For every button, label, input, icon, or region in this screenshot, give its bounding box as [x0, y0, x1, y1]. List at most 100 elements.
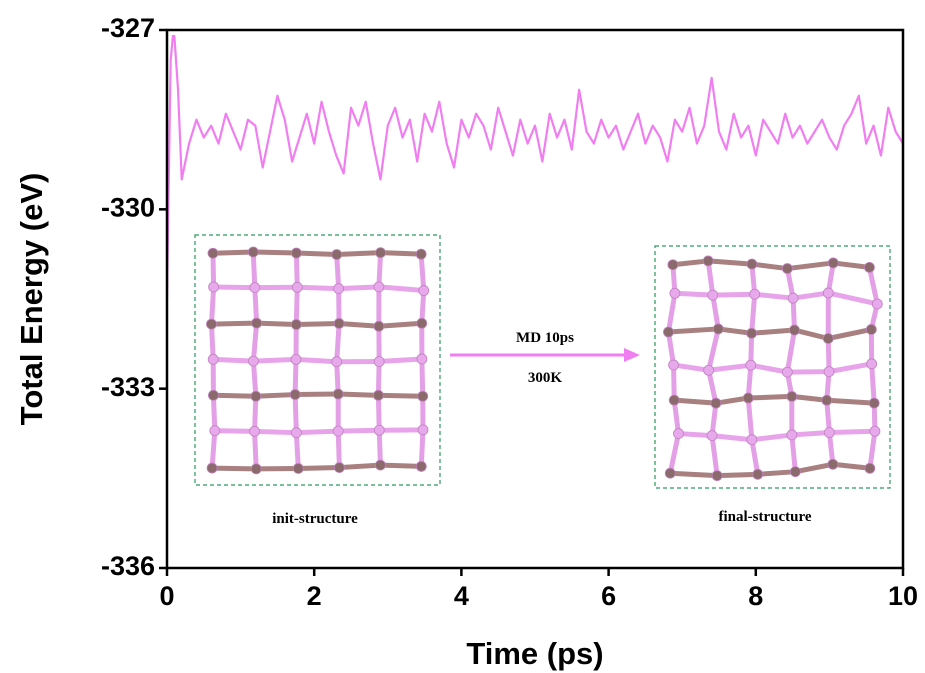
atom: [416, 353, 428, 365]
bond: [208, 323, 216, 360]
atom: [865, 324, 877, 335]
bond: [791, 430, 830, 438]
atom: [866, 358, 878, 370]
bond: [419, 358, 426, 397]
atom: [372, 389, 384, 401]
bond: [745, 365, 754, 399]
bond: [751, 327, 795, 336]
y-axis-label: Total Energy (eV): [14, 173, 49, 426]
bond: [250, 322, 260, 362]
atom: [668, 359, 679, 371]
atom: [331, 356, 343, 368]
bond: [665, 331, 677, 366]
bond: [338, 391, 379, 398]
atom: [871, 298, 883, 310]
bond: [250, 251, 258, 288]
bond: [296, 250, 337, 258]
atom: [827, 257, 839, 269]
atom: [373, 281, 385, 293]
bond: [751, 432, 793, 443]
bond: [784, 329, 797, 373]
annotation: 300K: [528, 370, 563, 386]
atom: [206, 462, 218, 474]
annotation: MD 10ps: [516, 330, 574, 346]
atom: [251, 317, 263, 329]
bond: [253, 249, 297, 256]
atom: [290, 427, 302, 439]
atom: [248, 355, 259, 367]
atom: [668, 394, 680, 406]
atom: [333, 318, 345, 329]
bond: [376, 252, 384, 287]
bond: [254, 428, 297, 436]
bond: [748, 393, 792, 401]
bond: [213, 392, 256, 399]
atom: [290, 247, 302, 259]
atom: [706, 430, 718, 442]
atom: [869, 425, 881, 437]
bond: [674, 397, 717, 406]
atom: [745, 359, 757, 371]
bond: [336, 250, 381, 258]
bond: [749, 294, 758, 334]
bond: [208, 286, 217, 325]
bond: [210, 395, 218, 431]
atom: [864, 261, 875, 273]
atom: [868, 397, 880, 409]
atom: [208, 281, 220, 293]
atom: [373, 356, 385, 367]
atom: [373, 320, 385, 332]
y-tick-label: -333: [101, 372, 155, 402]
bond: [667, 433, 681, 474]
bond: [712, 291, 755, 298]
atom: [290, 319, 302, 330]
atom: [712, 323, 724, 335]
bond: [706, 369, 719, 404]
structure-insets: [194, 234, 891, 489]
bond: [213, 356, 254, 364]
atom: [291, 281, 303, 293]
bond: [867, 430, 878, 469]
atom: [789, 324, 800, 336]
bond: [256, 320, 297, 328]
x-axis-label: Time (ps): [466, 636, 603, 671]
bond: [794, 461, 834, 475]
bond: [827, 290, 878, 307]
atom: [746, 258, 758, 270]
atom: [250, 463, 262, 475]
bond: [419, 290, 427, 324]
bond: [380, 462, 422, 469]
atom: [827, 458, 839, 470]
bond: [826, 397, 875, 406]
bond: [708, 258, 753, 267]
bond: [292, 394, 299, 433]
bond: [334, 254, 342, 289]
bond: [378, 392, 423, 399]
atom: [415, 461, 427, 472]
atom: [703, 364, 715, 376]
bond: [745, 397, 755, 440]
bond: [418, 429, 426, 467]
atom: [823, 366, 835, 378]
bond: [825, 338, 832, 372]
y-tick-label: -330: [101, 192, 155, 222]
cell-border: [654, 245, 891, 489]
bond: [708, 362, 752, 373]
atom: [664, 467, 676, 479]
bond: [827, 327, 872, 341]
atom: [786, 391, 798, 402]
atom: [781, 366, 793, 378]
bond: [869, 363, 877, 404]
bond: [672, 258, 709, 268]
bond: [376, 430, 383, 466]
atom: [418, 285, 430, 296]
atom: [247, 246, 259, 258]
bond: [339, 462, 381, 471]
bond: [380, 250, 422, 257]
plot-frame: [165, 28, 905, 570]
bond: [213, 284, 255, 291]
atom: [864, 462, 876, 474]
bond: [789, 434, 798, 472]
atom: [822, 287, 834, 299]
atom: [207, 353, 219, 365]
